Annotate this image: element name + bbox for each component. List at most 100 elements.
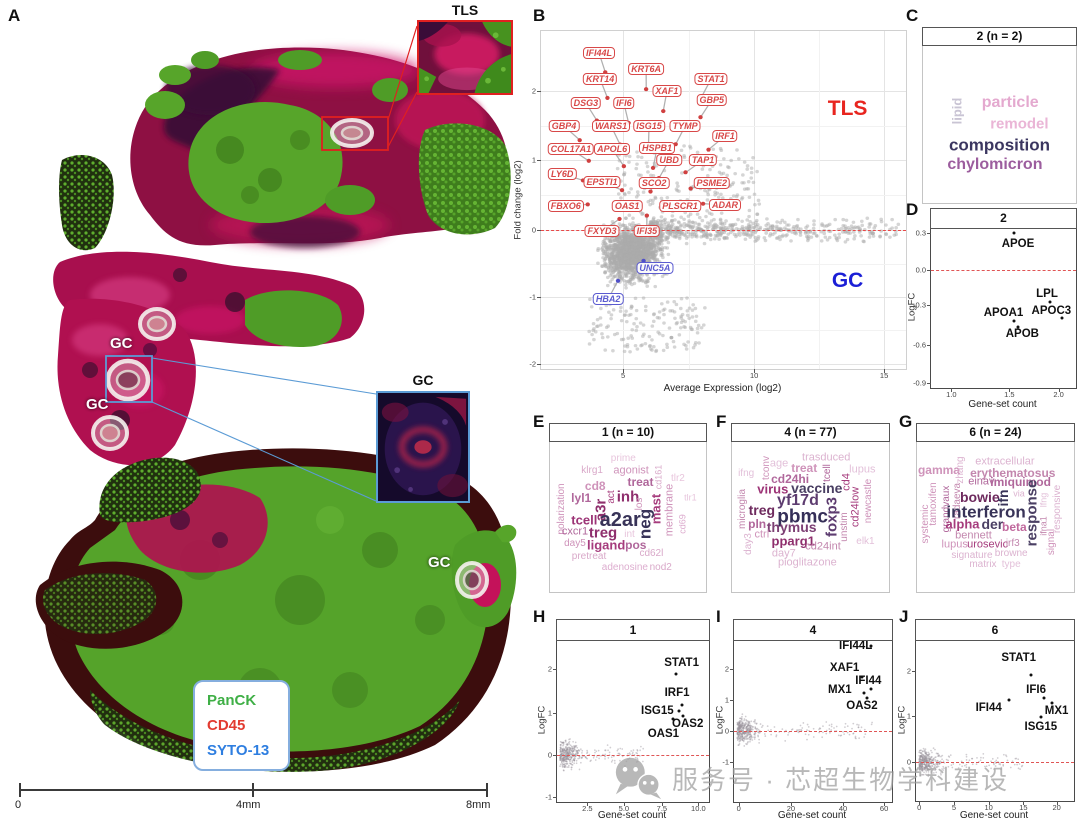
word: a2ar [599,508,641,531]
gene-label: PSME2 [693,177,731,190]
data-point-label: STAT1 [664,656,699,669]
word: systemic [920,504,932,544]
gc-roi-ring-2 [105,358,151,402]
word: tcell [571,512,598,528]
y-tick-label: 0 [906,757,911,767]
word: pos [625,538,647,553]
x-tick-mark [953,801,955,805]
gene-label: HSPB1 [639,141,676,154]
data-point-label: OAS2 [846,700,878,713]
gene-label: KRT14 [582,72,618,85]
gc-inset-image [376,391,470,503]
word: lipid [949,98,965,125]
y-tick-mark [537,363,541,365]
word: microglia [736,488,748,529]
x-tick-label: 0 [736,804,741,813]
data-point-label: OAS1 [647,727,680,740]
panel-a-label: A [8,6,21,25]
word: bennett [955,529,992,542]
word: unstim [839,512,851,542]
panel-g-title: 6 (n = 24) [916,423,1075,442]
word: virus [757,481,789,497]
group-label-gc: GC [831,269,864,293]
tls-connector-line-2 [387,91,418,148]
tls-connector-line-1 [387,25,418,121]
word: klrg1 [581,465,603,477]
word: response [1023,480,1041,547]
data-point [1060,316,1063,320]
y-tick-label: 2 [531,86,536,96]
scatter-noise [559,738,645,772]
y-tick-mark [553,712,557,714]
word: ifng [738,468,755,480]
word: adenosine [601,561,648,573]
x-tick-mark [623,802,625,806]
word: thymus [766,519,817,536]
x-tick-label: 5 [621,371,626,380]
word: ligand [587,537,626,553]
gene-label: UBD [656,154,682,167]
word: inh [616,488,640,506]
data-point-label: MX1 [828,684,852,697]
word: cxcr1 [561,525,589,538]
gene-label: STAT1 [694,72,728,85]
word: lyl1 [571,491,592,506]
gene-label: ADAR [708,199,741,212]
panel-b-ylabel: Fold change (log2) [512,160,524,240]
gridline-minor [541,125,906,127]
x-tick-label: 1.5 [1004,390,1015,399]
legend-item-cd45: CD45 [207,716,246,734]
panel-h-label: H [533,607,546,626]
word: signature [951,549,993,561]
data-point [860,675,864,679]
word: ctrl [754,528,770,541]
word: treg [748,502,776,519]
x-tick-label: 2.0 [1053,390,1064,399]
word: tconv [760,456,772,481]
word: zhang [954,456,966,484]
gene-label: TAP1 [688,154,718,167]
gc-roi-ring-4 [455,561,489,599]
gene-label: HBA2 [592,293,624,306]
wordcloud-f: trasduced age treat tconv tcell lupus ifng cd24… [731,440,890,593]
wechat-icon [615,757,662,800]
data-point [862,691,866,695]
x-tick-label: 10.0 [691,804,706,813]
word: browne [994,548,1028,560]
data-point-label: XAF1 [829,661,860,674]
word: einav [968,475,995,488]
x-tick-mark [698,802,700,806]
gc-inset-title: GC [412,372,434,388]
panel-h-title: 1 [556,619,710,641]
y-tick-label: -1 [722,757,729,766]
data-point-label: APOE [1001,238,1035,250]
panel-j-title: 6 [915,619,1075,641]
panel-d-scatter: 1.0 1.5 2.0 0.3 0.0 -0.3 -0.6 -0.9 APOE LPL APOA1 A… [913,227,1077,399]
y-tick-mark [537,91,541,93]
word: imiquimod [990,474,1051,489]
y-tick-label: 1 [531,155,536,165]
word: cd24low [849,487,862,528]
word: vaccine [791,479,843,496]
x-tick-label: 40 [838,804,848,813]
data-point [1042,696,1046,700]
panel-d-label: D [906,200,919,219]
gene-label: IFI44L [583,46,616,59]
y-tick-label: 0 [724,726,729,736]
y-tick-label: 0.0 [915,265,926,275]
word: agonist [613,464,649,477]
y-tick-label: 1 [906,711,911,721]
word: lupus [849,463,876,476]
panel-d-title: 2 [930,208,1077,229]
word: pln [748,517,767,532]
y-tick-mark [730,669,734,671]
x-tick-mark [951,388,953,392]
gc-roi-rect [105,355,153,403]
panel-j-xlabel: Gene-set count [959,810,1029,821]
gc-roi-ring-1 [138,307,176,341]
word: lfng [1038,492,1049,508]
gene-label: TYMP [669,119,701,132]
data-point [869,687,873,691]
word: tlr2 [670,472,685,484]
wechat-watermark: 服务号 · 芯超生物学科建设 [612,755,1009,801]
